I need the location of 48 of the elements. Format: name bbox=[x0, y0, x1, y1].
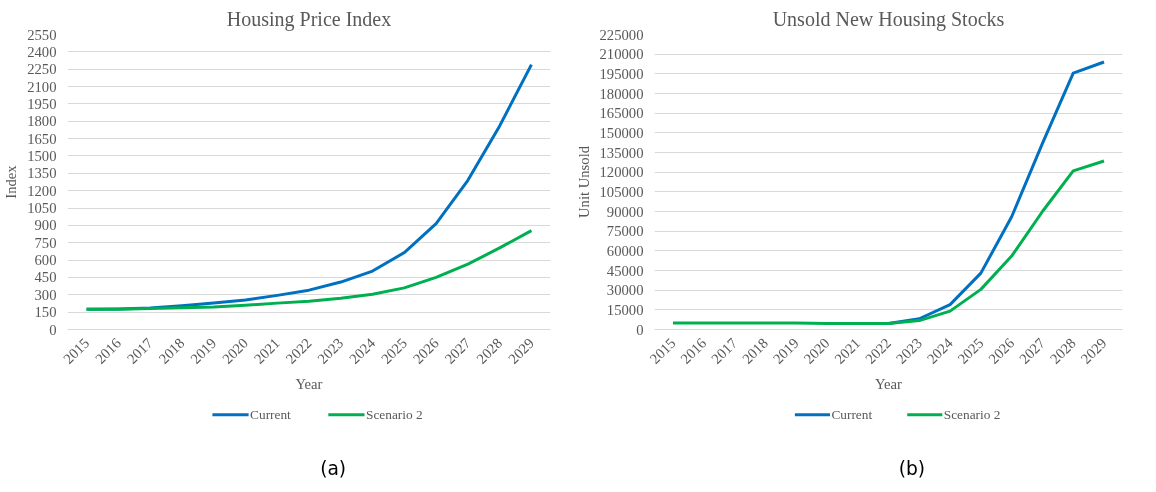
y-axis-title: Index bbox=[3, 164, 20, 199]
y-tick-label: 2550 bbox=[27, 26, 57, 43]
y-tick-label: 1650 bbox=[27, 130, 57, 147]
y-tick-label: 1500 bbox=[27, 147, 57, 164]
y-tick-label: 165000 bbox=[599, 105, 644, 122]
y-tick-label: 150 bbox=[34, 304, 57, 321]
y-tick-label: 1050 bbox=[27, 200, 57, 217]
y-axis-title: Unit Unsold bbox=[575, 145, 592, 219]
y-tick-label: 180000 bbox=[599, 85, 644, 102]
y-tick-label: 1800 bbox=[27, 113, 57, 130]
y-tick-label: 90000 bbox=[606, 203, 644, 220]
line-series bbox=[85, 229, 533, 311]
y-tick-label: 2100 bbox=[27, 78, 57, 95]
y-tick-label: 150000 bbox=[599, 124, 644, 141]
line-series bbox=[671, 159, 1106, 326]
y-tick-label: 1350 bbox=[27, 165, 57, 182]
y-tick-label: 15000 bbox=[606, 301, 644, 318]
y-tick-label: 0 bbox=[49, 321, 57, 338]
legend-label: Current bbox=[831, 407, 873, 423]
y-tick-label: 900 bbox=[34, 217, 57, 234]
y-tick-label: 45000 bbox=[606, 262, 644, 279]
legend-label: Scenario 2 bbox=[365, 407, 423, 423]
y-tick-label: 225000 bbox=[599, 26, 644, 43]
y-tick-label: 1950 bbox=[27, 95, 57, 112]
y-tick-label: 450 bbox=[34, 269, 57, 286]
y-tick-label: 30000 bbox=[606, 282, 644, 299]
y-tick-label: 750 bbox=[34, 234, 57, 251]
y-tick-label: 0 bbox=[636, 321, 644, 338]
y-tick-label: 120000 bbox=[599, 164, 644, 181]
y-tick-label: 600 bbox=[34, 252, 57, 269]
y-tick-label: 105000 bbox=[599, 183, 644, 200]
y-tick-label: 60000 bbox=[606, 242, 644, 259]
y-tick-label: 75000 bbox=[606, 223, 644, 240]
text: (a) bbox=[320, 458, 347, 480]
y-tick-label: 2250 bbox=[27, 61, 57, 78]
y-tick-label: 135000 bbox=[599, 144, 644, 161]
y-tick-label: 1200 bbox=[27, 182, 57, 199]
y-tick-label: 210000 bbox=[599, 46, 644, 63]
chart-title: Unsold New Housing Stocks bbox=[772, 7, 1005, 31]
chart-title: Housing Price Index bbox=[226, 7, 392, 31]
y-tick-label: 195000 bbox=[599, 65, 644, 82]
text: (b) bbox=[898, 458, 926, 480]
y-tick-label: 2400 bbox=[27, 43, 57, 60]
x-axis-title: Year bbox=[295, 376, 323, 393]
legend-label: Scenario 2 bbox=[943, 407, 1001, 423]
legend-label: Current bbox=[250, 407, 292, 423]
x-axis-title: Year bbox=[875, 376, 903, 393]
y-tick-label: 300 bbox=[34, 286, 57, 303]
